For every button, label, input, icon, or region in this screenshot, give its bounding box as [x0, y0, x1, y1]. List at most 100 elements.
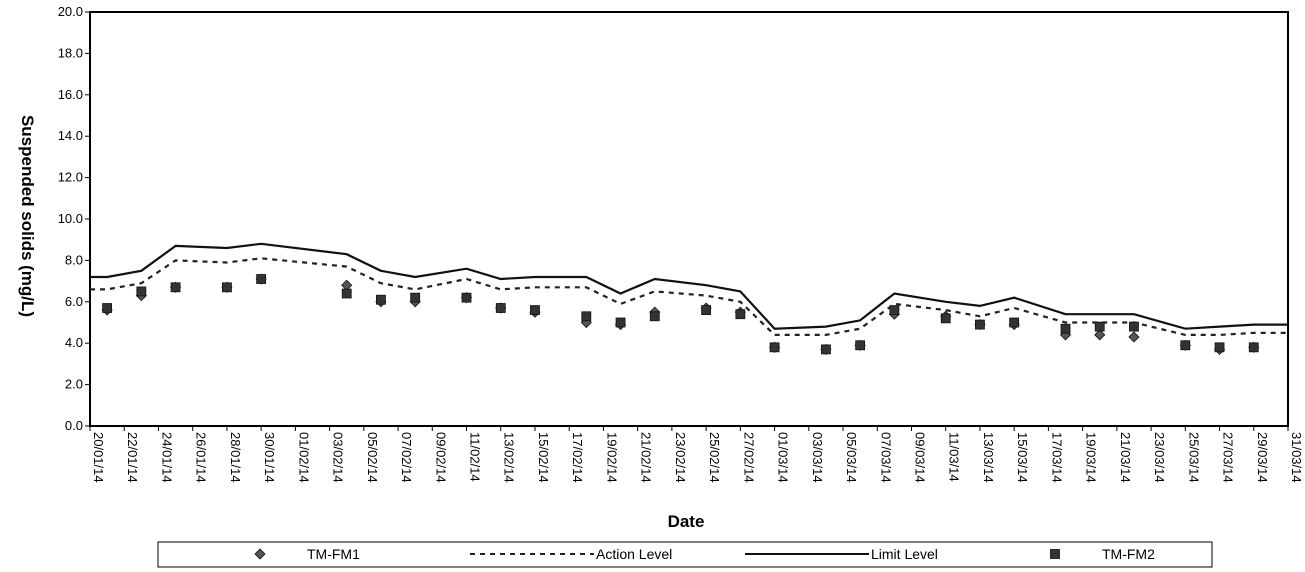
x-axis: 20/01/14 22/01/14 24/01/14 26/01/14 28/01/14… — [89, 426, 1304, 483]
data-point-square — [1060, 323, 1071, 334]
x-tick-label: 05/03/14 — [844, 432, 859, 483]
data-point-square — [102, 303, 113, 313]
x-tick-label: 23/03/14 — [1152, 432, 1167, 483]
x-tick-label: 09/02/14 — [433, 432, 448, 483]
x-tick-label: 23/02/14 — [673, 432, 688, 483]
x-tick-label: 27/03/14 — [1221, 432, 1236, 483]
data-point-square — [136, 286, 147, 297]
data-point-square — [735, 309, 746, 320]
x-tick-label: 21/03/14 — [1118, 432, 1133, 483]
x-tick-label: 25/02/14 — [707, 432, 722, 483]
x-tick-label: 09/03/14 — [912, 432, 927, 483]
y-axis-title: Suspended solids (mg/L) — [18, 115, 37, 317]
data-point-square — [615, 317, 626, 328]
x-tick-label: 15/03/14 — [1015, 432, 1030, 483]
y-tick-label: 0.0 — [65, 418, 83, 433]
legend-label: TM-FM1 — [307, 546, 360, 562]
x-tick-label: 17/03/14 — [1049, 432, 1064, 483]
data-point-square — [222, 282, 232, 293]
x-tick-label: 21/02/14 — [639, 432, 654, 483]
legend-item: Action Level — [470, 546, 672, 562]
x-tick-label: 13/02/14 — [502, 432, 517, 483]
data-point-square — [855, 340, 866, 351]
x-tick-label: 22/01/14 — [125, 432, 140, 483]
data-point-square — [649, 311, 660, 322]
data-point-square — [1248, 342, 1259, 353]
x-tick-label: 05/02/14 — [365, 432, 380, 483]
legend-label: Action Level — [596, 546, 672, 562]
y-tick-label: 20.0 — [58, 4, 83, 19]
y-axis: 0.0 2.0 4.0 6.0 8.0 10.0 12.0 14.0 16.0 18.0 20.0 — [58, 4, 90, 433]
data-point-square — [256, 274, 267, 284]
y-tick-label: 12.0 — [58, 170, 83, 185]
data-point-square — [376, 294, 386, 305]
x-tick-label: 19/03/14 — [1084, 432, 1099, 483]
legend-marker-square — [1050, 549, 1060, 559]
y-tick-label: 8.0 — [65, 252, 83, 267]
legend-label: Limit Level — [871, 546, 938, 562]
y-tick-label: 16.0 — [58, 87, 83, 102]
x-tick-label: 29/03/14 — [1255, 432, 1270, 483]
y-tick-label: 14.0 — [58, 128, 83, 143]
data-point-square — [1180, 340, 1191, 351]
y-tick-label: 10.0 — [58, 211, 83, 226]
y-tick-label: 2.0 — [65, 377, 83, 392]
x-tick-label: 07/03/14 — [878, 432, 893, 483]
x-tick-label: 17/02/14 — [570, 432, 585, 483]
plot-area — [89, 11, 1289, 427]
data-point-square — [821, 344, 831, 355]
data-point-square — [701, 305, 712, 315]
legend-box — [157, 541, 1213, 568]
x-tick-label: 27/02/14 — [741, 432, 756, 483]
series-line — [90, 242, 1288, 330]
x-tick-label: 25/03/14 — [1186, 432, 1201, 483]
data-point-square — [1129, 321, 1139, 332]
data-point-square — [170, 282, 181, 293]
legend: TM-FM1 Action Level Limit Level TM-FM2 — [157, 541, 1213, 568]
data-point-square — [410, 292, 421, 303]
series-limit-level — [90, 242, 1288, 330]
data-point-square — [940, 313, 951, 324]
data-point-square — [1214, 342, 1225, 353]
x-tick-label: 20/01/14 — [91, 432, 106, 483]
data-point-square — [975, 319, 985, 330]
y-tick-label: 4.0 — [65, 335, 83, 350]
series-tm-fm2 — [102, 274, 1259, 355]
data-point-square — [889, 305, 900, 315]
x-tick-label: 26/01/14 — [194, 432, 209, 483]
x-tick-label: 13/03/14 — [981, 432, 996, 483]
data-point-diamond — [1128, 331, 1140, 343]
x-tick-label: 11/03/14 — [947, 432, 962, 482]
x-tick-label: 24/01/14 — [159, 432, 174, 483]
data-point-square — [581, 311, 592, 322]
x-tick-label: 01/03/14 — [776, 432, 791, 483]
data-point-square — [461, 292, 472, 303]
data-point-square — [495, 303, 506, 313]
data-point-square — [1009, 317, 1020, 328]
legend-marker-diamond — [254, 548, 266, 560]
y-tick-label: 6.0 — [65, 294, 83, 309]
x-tick-label: 30/01/14 — [262, 432, 277, 483]
data-point-square — [769, 342, 780, 353]
x-tick-label: 15/02/14 — [536, 432, 551, 483]
data-point-square — [341, 288, 352, 299]
x-tick-label: 31/03/14 — [1289, 432, 1304, 483]
x-tick-label: 19/02/14 — [604, 432, 619, 483]
data-point-square — [1094, 321, 1105, 332]
x-axis-title: Date — [668, 512, 705, 531]
x-tick-label: 28/01/14 — [228, 432, 243, 483]
legend-label: TM-FM2 — [1102, 546, 1155, 562]
x-tick-label: 07/02/14 — [399, 432, 414, 483]
x-tick-label: 01/02/14 — [296, 432, 311, 483]
legend-item: TM-FM1 — [254, 546, 360, 562]
x-tick-label: 03/02/14 — [331, 432, 346, 483]
x-tick-label: 03/03/14 — [810, 432, 825, 483]
y-tick-label: 18.0 — [58, 45, 83, 60]
data-point-square — [530, 305, 540, 315]
legend-item: Limit Level — [745, 546, 938, 562]
x-tick-label: 11/02/14 — [468, 432, 483, 482]
legend-item: TM-FM2 — [1050, 546, 1155, 562]
data-point-diamond — [1094, 329, 1106, 341]
plot-frame — [89, 11, 1289, 427]
